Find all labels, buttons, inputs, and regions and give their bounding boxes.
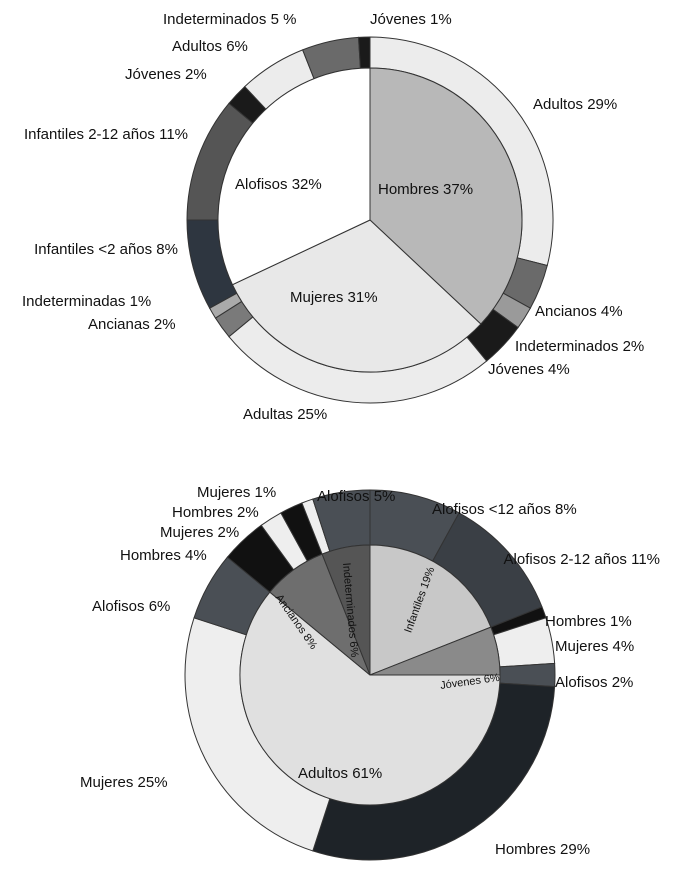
outer-label: Alofisos 2-12 años 11%	[504, 551, 660, 568]
outer-slice	[499, 662, 556, 688]
outer-label: Adultas 25%	[243, 406, 327, 423]
inner-slice	[321, 544, 371, 676]
outer-label: Mujeres 25%	[80, 774, 168, 791]
outer-label: Mujeres 2%	[160, 524, 239, 541]
outer-label: Hombres 29%	[495, 841, 590, 858]
outer-label: Alofisos 2%	[555, 674, 633, 691]
inner-slice	[239, 591, 501, 806]
inner-slice	[369, 67, 523, 325]
outer-label: Infantiles 2-12 años 11%	[24, 126, 188, 143]
outer-label: Alofisos <12 años 8%	[432, 501, 577, 518]
outer-label: Hombres 2%	[172, 504, 259, 521]
outer-label: Ancianos 4%	[535, 303, 623, 320]
outer-label: Adultos 29%	[533, 96, 617, 113]
inner-label: Mujeres 31%	[290, 289, 378, 306]
outer-label: Jóvenes 4%	[488, 361, 570, 378]
outer-label: Jóvenes 2%	[125, 66, 207, 83]
outer-slice	[357, 36, 371, 69]
inner-slice	[217, 67, 371, 286]
outer-label: Adultos 6%	[172, 38, 248, 55]
outer-label: Alofisos 6%	[92, 598, 170, 615]
inner-label: Hombres 37%	[378, 181, 473, 198]
outer-label: Indeterminadas 1%	[22, 293, 151, 310]
inner-label: Alofisos 32%	[235, 176, 322, 193]
outer-label: Ancianas 2%	[88, 316, 176, 333]
outer-label: Mujeres 4%	[555, 638, 634, 655]
outer-label: Mujeres 1%	[197, 484, 276, 501]
outer-label: Indeterminados 2%	[515, 338, 644, 355]
outer-label: Hombres 1%	[545, 613, 632, 630]
outer-label: Jóvenes 1%	[370, 11, 452, 28]
outer-label: Alofisos 5%	[317, 488, 395, 505]
inner-slice	[369, 544, 492, 676]
inner-slice	[231, 219, 482, 373]
inner-label: Adultos 61%	[298, 765, 382, 782]
outer-label: Hombres 4%	[120, 547, 207, 564]
outer-label: Indeterminados 5 %	[163, 11, 296, 28]
outer-label: Infantiles <2 años 8%	[34, 241, 178, 258]
